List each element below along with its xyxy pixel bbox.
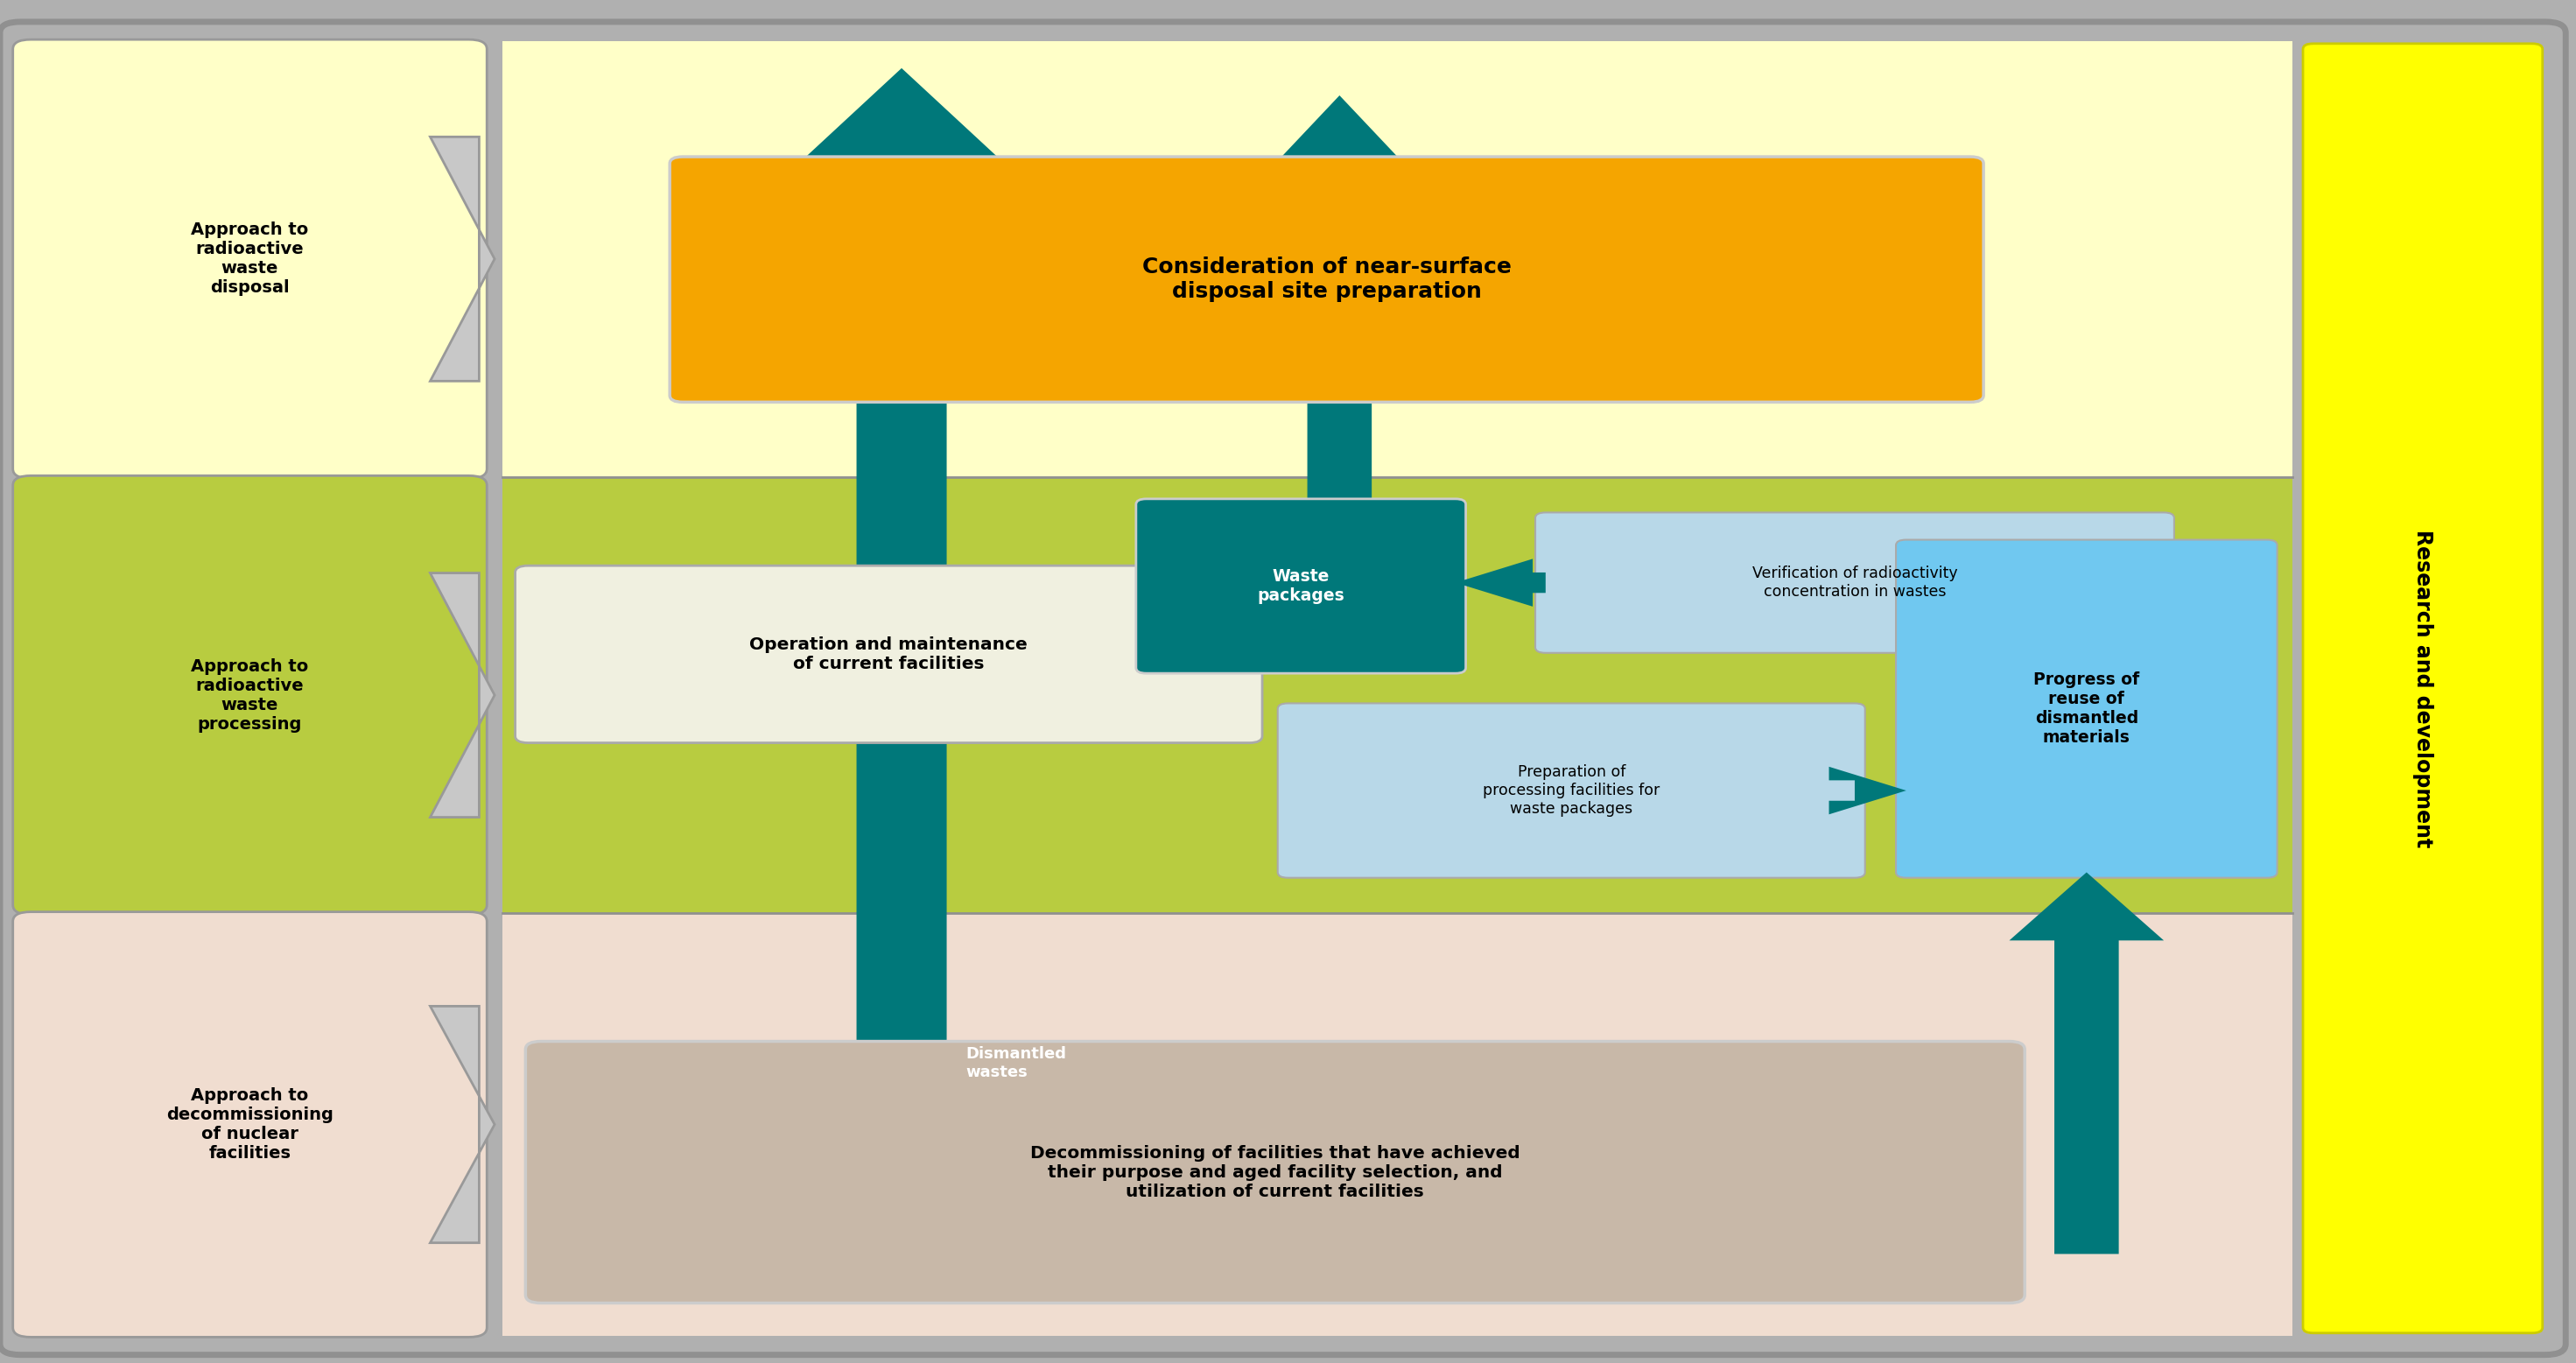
FancyBboxPatch shape — [1136, 499, 1466, 673]
Text: Approach to
radioactive
waste
processing: Approach to radioactive waste processing — [191, 658, 309, 732]
Text: Operation and maintenance
of current facilities: Operation and maintenance of current fac… — [750, 637, 1028, 672]
Text: Research and development: Research and development — [2411, 529, 2434, 848]
FancyBboxPatch shape — [1896, 540, 2277, 878]
Polygon shape — [799, 68, 1005, 1295]
Text: Dismantled
wastes: Dismantled wastes — [966, 1047, 1066, 1079]
Bar — [502, 913, 2293, 1336]
FancyBboxPatch shape — [515, 566, 1262, 743]
FancyBboxPatch shape — [670, 157, 1984, 402]
FancyBboxPatch shape — [13, 912, 487, 1337]
Polygon shape — [1262, 95, 1417, 572]
Polygon shape — [1455, 559, 1546, 607]
Polygon shape — [430, 572, 495, 818]
Text: Approach to
radioactive
waste
disposal: Approach to radioactive waste disposal — [191, 222, 309, 296]
FancyBboxPatch shape — [526, 1041, 2025, 1303]
FancyBboxPatch shape — [13, 40, 487, 478]
FancyBboxPatch shape — [2303, 44, 2543, 1333]
Text: Progress of
reuse of
dismantled
materials: Progress of reuse of dismantled material… — [2032, 672, 2141, 746]
Bar — [502, 477, 2293, 913]
Polygon shape — [430, 136, 495, 382]
Polygon shape — [2009, 872, 2164, 1254]
Text: Preparation of
processing facilities for
waste packages: Preparation of processing facilities for… — [1484, 765, 1659, 816]
Text: Verification of radioactivity
concentration in wastes: Verification of radioactivity concentrat… — [1752, 566, 1958, 600]
FancyBboxPatch shape — [1535, 512, 2174, 653]
FancyBboxPatch shape — [13, 476, 487, 915]
Text: Approach to
decommissioning
of nuclear
facilities: Approach to decommissioning of nuclear f… — [167, 1088, 332, 1161]
Text: Consideration of near-surface
disposal site preparation: Consideration of near-surface disposal s… — [1141, 256, 1512, 303]
Bar — [502, 41, 2293, 477]
Polygon shape — [430, 1006, 495, 1243]
Polygon shape — [1829, 766, 1906, 815]
Text: Decommissioning of facilities that have achieved
their purpose and aged facility: Decommissioning of facilities that have … — [1030, 1145, 1520, 1199]
FancyBboxPatch shape — [1278, 703, 1865, 878]
Text: Waste
packages: Waste packages — [1257, 568, 1345, 604]
